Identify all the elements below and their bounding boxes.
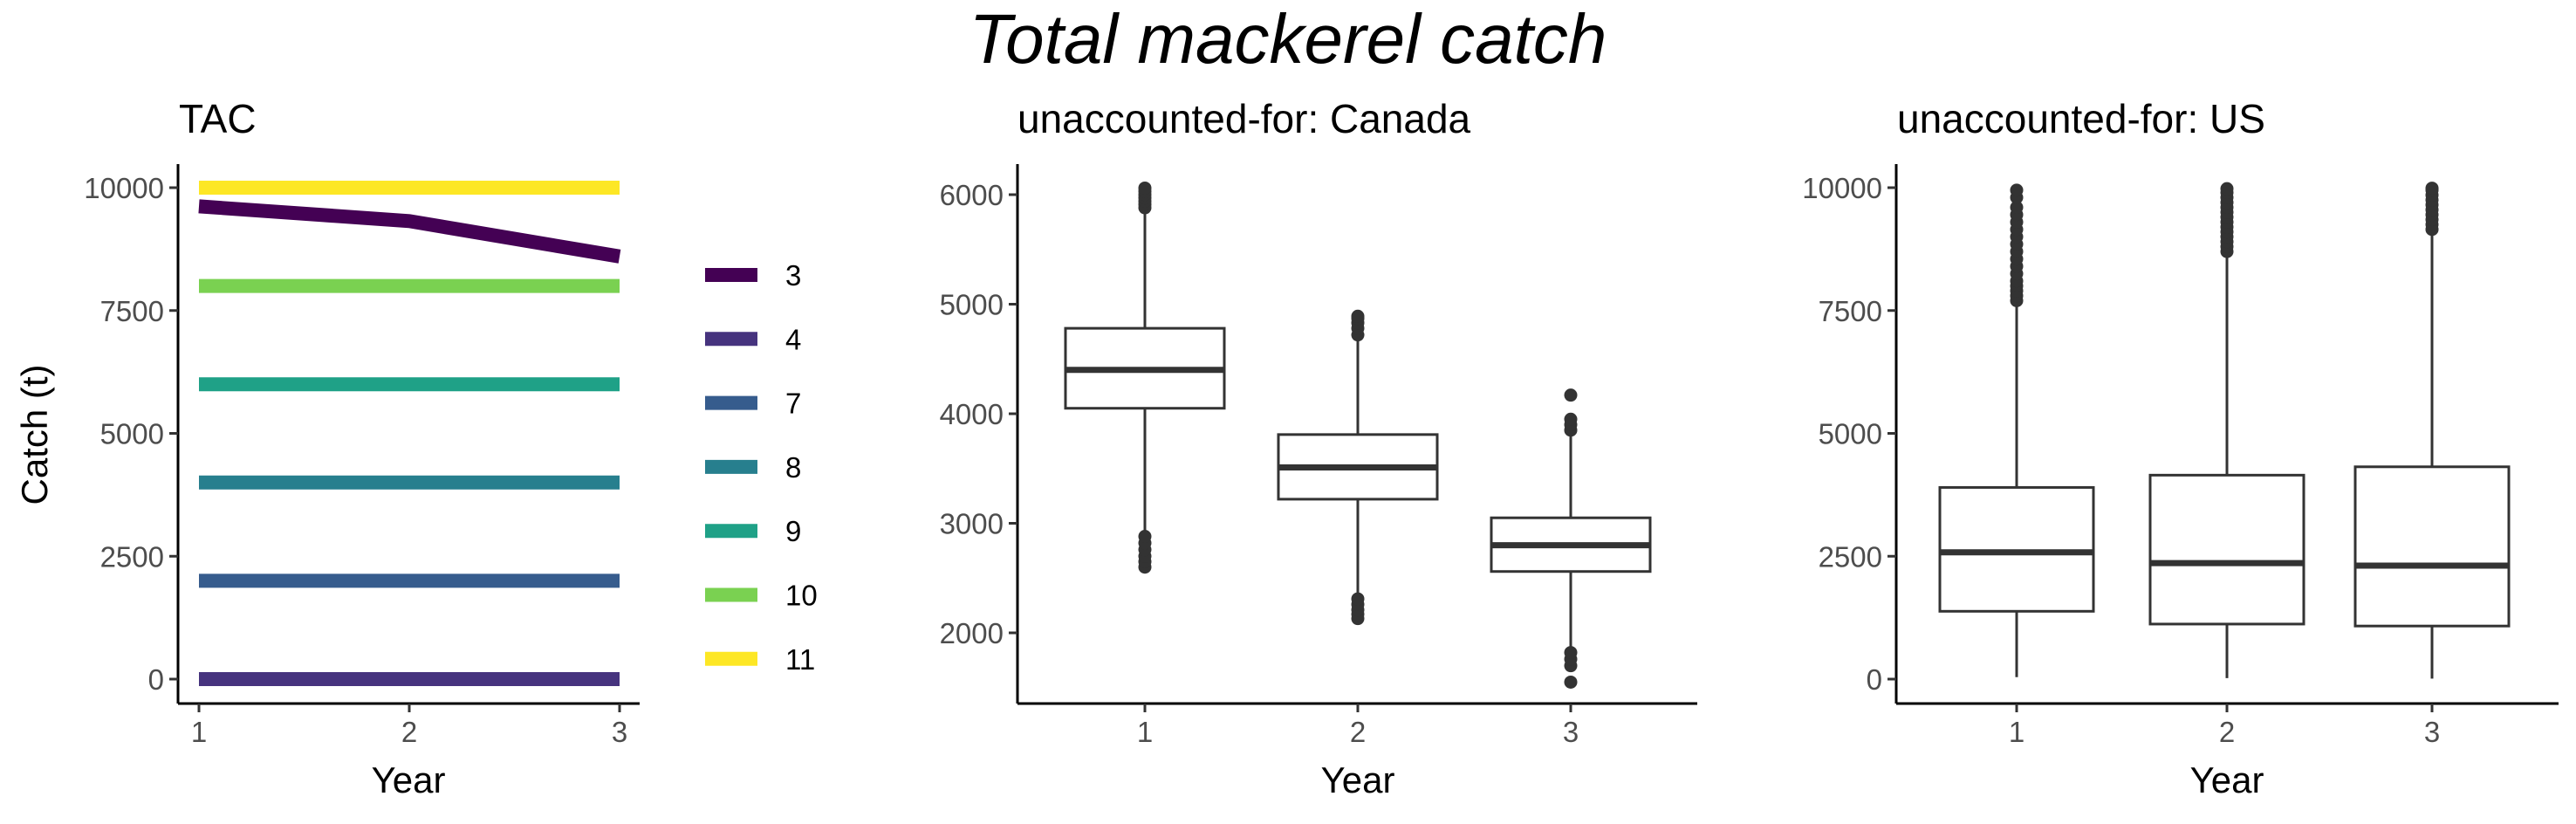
us-y-tick-label: 10000 — [1802, 172, 1882, 204]
us-y-tick-label: 0 — [1867, 663, 1882, 696]
us-box — [2353, 465, 2511, 628]
us-boxes — [1938, 182, 2511, 679]
tac-y-tick-label: 7500 — [100, 295, 164, 327]
legend-label-3: 3 — [785, 259, 801, 292]
legend-label-10: 10 — [785, 580, 818, 612]
us-outlier — [2220, 182, 2234, 196]
us-y-tick-label: 2500 — [1819, 540, 1882, 573]
canada-outlier — [1564, 646, 1578, 660]
canada-boxes — [1064, 181, 1652, 689]
tac-series-line-3 — [198, 199, 621, 264]
canada-outlier — [1564, 675, 1578, 689]
canada-x-tick-label: 1 — [1137, 716, 1153, 748]
tac-y-ticks: 0 2500 5000 7500 10000 — [84, 172, 178, 696]
us-outlier — [2010, 201, 2024, 215]
canada-x-tick-label: 3 — [1563, 716, 1579, 748]
legend-label-7: 7 — [785, 388, 801, 420]
tac-y-tick-label: 10000 — [84, 172, 164, 204]
us-y-tick-label: 5000 — [1819, 418, 1882, 450]
canada-outlier — [1138, 530, 1152, 544]
us-outlier — [2010, 183, 2024, 197]
canada-outlier — [1351, 592, 1365, 606]
figure-title: Total mackerel catch — [969, 0, 1607, 78]
us-y-tick-label: 7500 — [1819, 295, 1882, 327]
tac-x-ticks: 1 2 3 — [191, 704, 627, 748]
canada-x-ticks: 1 2 3 — [1137, 704, 1579, 748]
canada-x-tick-label: 2 — [1350, 716, 1366, 748]
us-x-tick-label: 1 — [2009, 716, 2024, 748]
canada-y-tick-label: 3000 — [940, 508, 1004, 540]
tac-x-tick-label: 2 — [401, 716, 417, 748]
legend-label-4: 4 — [785, 323, 801, 355]
legend-label-11: 11 — [785, 643, 815, 676]
canada-outlier — [1351, 309, 1365, 323]
legend-label-8: 8 — [785, 451, 801, 484]
us-box — [2148, 473, 2305, 626]
us-outlier — [2425, 182, 2439, 196]
canada-y-tick-label: 2000 — [940, 617, 1004, 649]
canada-y-tick-label: 4000 — [940, 398, 1004, 430]
panel-canada-title: unaccounted-for: Canada — [1017, 96, 1471, 141]
canada-outlier — [1564, 412, 1578, 426]
panel-us: unaccounted-for: US 0 2500 5000 7500 10000 1… — [1802, 96, 2559, 800]
canada-outlier — [1138, 181, 1152, 195]
panel-tac-title: TAC — [179, 96, 257, 141]
panel-tac: TAC 0 2500 5000 7500 10000 1 2 3 Year Catch (t… — [14, 96, 818, 800]
us-x-ticks: 1 2 3 — [2009, 704, 2440, 748]
tac-y-tick-label: 0 — [148, 663, 164, 696]
canada-y-tick-label: 6000 — [940, 179, 1004, 211]
tac-x-axis-label: Year — [372, 759, 446, 800]
panel-canada: unaccounted-for: Canada 2000 3000 4000 5000… — [940, 96, 1697, 800]
tac-lines — [198, 181, 621, 686]
us-y-ticks: 0 2500 5000 7500 10000 — [1802, 172, 1896, 696]
tac-legend: 3 4 7 8 9 10 11 — [705, 259, 818, 676]
us-x-axis-label: Year — [2190, 759, 2264, 800]
us-x-tick-label: 2 — [2219, 716, 2235, 748]
legend-label-9: 9 — [785, 515, 801, 547]
panel-us-title: unaccounted-for: US — [1897, 96, 2265, 141]
tac-x-tick-label: 3 — [612, 716, 627, 748]
canada-x-axis-label: Year — [1321, 759, 1395, 800]
tac-x-tick-label: 1 — [191, 716, 207, 748]
us-x-tick-label: 3 — [2424, 716, 2440, 748]
tac-y-tick-label: 5000 — [100, 418, 164, 450]
canada-y-tick-label: 5000 — [940, 289, 1004, 321]
canada-y-ticks: 2000 3000 4000 5000 6000 — [940, 179, 1017, 649]
canada-outlier — [1564, 388, 1578, 402]
tac-y-axis-label: Catch (t) — [14, 364, 55, 505]
tac-y-tick-label: 2500 — [100, 540, 164, 573]
